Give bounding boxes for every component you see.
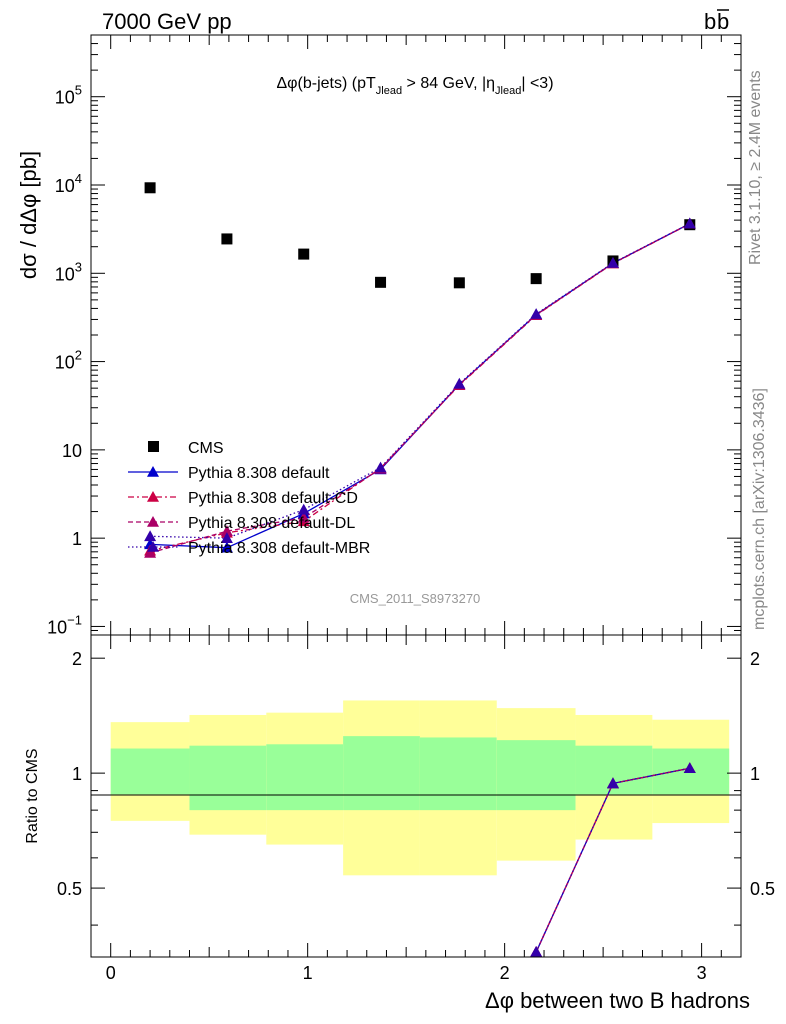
series-line (149, 223, 691, 554)
ratio-x-ticks (90, 635, 742, 957)
panel-title: Δφ(b-jets) (pTJlead > 84 GeV, |ηJlead| <… (276, 75, 553, 97)
ratio-series-marker (530, 946, 543, 957)
series-marker (374, 461, 387, 473)
series-marker (683, 217, 696, 229)
ratio-y-tick-label-right: 0.5 (750, 879, 775, 899)
data-point-cms (298, 248, 310, 260)
y-tick-label: 103 (55, 259, 82, 284)
ratio-band-inner (496, 740, 576, 811)
legend-label: Pythia 8.308 default-CD (188, 490, 358, 507)
y-tick-label: 10 (62, 441, 82, 461)
series-marker (220, 541, 233, 553)
ratio-panel: 0.5 0.5 1 1 2 2 Ratio to CMS (24, 634, 775, 958)
header-right: b b (704, 9, 729, 34)
header-left: 7000 GeV pp (102, 9, 232, 34)
legend-marker (147, 516, 159, 527)
ratio-series-marker (606, 777, 619, 789)
ratio-y-tick-label-left: 2 (72, 649, 82, 669)
data-point-cms (530, 273, 542, 285)
x-tick-label: 1 (303, 963, 313, 983)
rivet-label: Rivet 3.1.10, ≥ 2.4M events (747, 70, 764, 265)
y-tick-label: 104 (55, 171, 82, 196)
ratio-y-tick-label-right: 1 (750, 764, 760, 784)
y-tick-label: 102 (55, 348, 82, 373)
ratio-band-inner (343, 736, 420, 811)
main-x-ticks (90, 35, 742, 635)
svg-text:b: b (704, 9, 716, 34)
main-curves (149, 222, 691, 554)
legend-marker-cms (148, 441, 159, 452)
series-marker (297, 503, 310, 515)
main-panel: 10−1 1 10 102 103 104 105 Δφ(b-jets) (pTJlead … (16, 34, 742, 637)
x-tick-label: 0 (106, 963, 116, 983)
svg-text:b: b (717, 9, 729, 34)
ratio-curves (530, 762, 696, 957)
ratio-y-label: Ratio to CMS (24, 748, 41, 843)
main-y-label: dσ / dΔφ [pb] (16, 151, 41, 279)
ratio-y-tick-label-right: 2 (750, 649, 760, 669)
ratio-band-inner (110, 748, 190, 795)
legend-marker (147, 541, 159, 552)
series-marker (453, 377, 466, 389)
x-axis-label: Δφ between two B hadrons (485, 988, 750, 1013)
series-marker (220, 532, 233, 543)
ratio-series-marker (683, 762, 696, 774)
ratio-frame (90, 634, 742, 958)
legend-label: Pythia 8.308 default (188, 465, 330, 482)
data-point-cms (221, 233, 233, 245)
x-tick-label: 2 (500, 963, 510, 983)
ratio-y-tick-label-left: 1 (72, 764, 82, 784)
ratio-band-inner (266, 744, 344, 811)
analysis-watermark: CMS_2011_S8973270 (350, 591, 481, 606)
x-tick-labels: 0 1 2 3 (106, 963, 707, 983)
series-marker (606, 256, 619, 268)
series-marker (144, 530, 157, 542)
legend-marker (147, 491, 159, 502)
ratio-bands (110, 700, 730, 876)
ratio-y-ticks: 0.5 0.5 1 1 2 2 (57, 649, 775, 926)
y-tick-label: 1 (72, 529, 82, 549)
y-tick-label: 10−1 (47, 612, 82, 637)
main-y-ticks: 10−1 1 10 102 103 104 105 (47, 34, 741, 637)
series-marker (144, 546, 157, 558)
ratio-band-inner (189, 745, 267, 811)
ratio-band-inner (419, 737, 497, 811)
data-point-cms (144, 182, 156, 194)
series-marker (530, 308, 543, 319)
ratio-y-tick-label-left: 0.5 (57, 879, 82, 899)
legend-marker (147, 466, 159, 477)
x-tick-label: 3 (697, 963, 707, 983)
data-point-cms (375, 276, 387, 288)
legend-label: Pythia 8.308 default-MBR (188, 540, 370, 557)
series-marker (297, 511, 310, 523)
legend-label: Pythia 8.308 default-DL (188, 515, 355, 532)
mcplots-label: mcplots.cern.ch [arXiv:1306.3436] (751, 388, 768, 630)
series-marker (220, 525, 233, 536)
legend: CMS Pythia 8.308 default Pythia 8.308 defa… (128, 440, 370, 557)
data-point-cms (453, 277, 465, 289)
legend-label: CMS (188, 440, 224, 457)
y-tick-label: 105 (55, 83, 82, 108)
